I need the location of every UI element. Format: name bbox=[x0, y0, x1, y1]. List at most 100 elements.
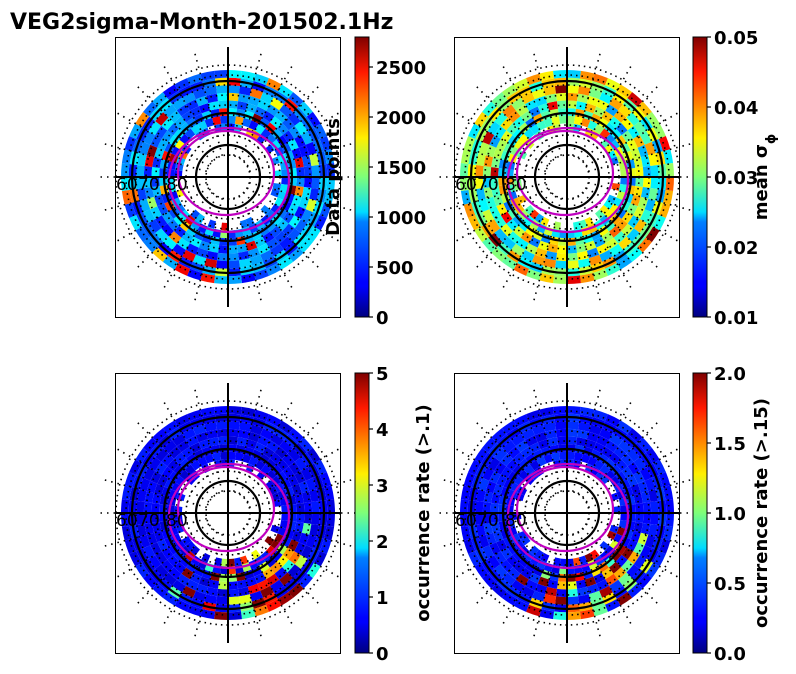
cell bbox=[665, 499, 674, 513]
cell bbox=[190, 545, 200, 556]
cell bbox=[511, 579, 525, 593]
cell bbox=[635, 513, 644, 523]
oval-outer bbox=[167, 462, 291, 570]
cell bbox=[482, 467, 495, 481]
cell bbox=[305, 534, 317, 549]
cell bbox=[282, 547, 295, 560]
lat-label: 70 bbox=[477, 511, 499, 531]
cell bbox=[529, 545, 539, 556]
cell bbox=[556, 252, 567, 262]
panel-occurrence-rate-0.1: 60 70 80 0 1 2 3 4 5 occurrence rate (>.1) bbox=[98, 364, 434, 665]
cell bbox=[294, 134, 306, 148]
cell bbox=[228, 596, 240, 605]
cell bbox=[648, 187, 658, 201]
cell bbox=[152, 157, 162, 169]
cell bbox=[460, 189, 472, 205]
cell bbox=[605, 573, 619, 586]
cell bbox=[567, 581, 577, 590]
cell bbox=[596, 579, 610, 591]
cell bbox=[190, 219, 202, 231]
cell bbox=[198, 240, 211, 251]
cell bbox=[298, 573, 313, 589]
cell bbox=[588, 254, 603, 266]
cell bbox=[171, 146, 182, 157]
cell bbox=[303, 166, 313, 177]
cell bbox=[163, 104, 177, 118]
cell bbox=[311, 177, 320, 189]
colorbar: 0 500 1000 1500 2000 2500 Data points bbox=[323, 36, 426, 329]
cell bbox=[618, 104, 632, 118]
cell bbox=[512, 225, 526, 238]
cell bbox=[228, 611, 242, 620]
cell bbox=[537, 240, 550, 251]
cell bbox=[176, 237, 190, 250]
cell bbox=[556, 92, 567, 102]
cell bbox=[172, 433, 186, 447]
cell bbox=[593, 106, 606, 118]
cell bbox=[167, 218, 180, 232]
cell bbox=[621, 130, 634, 143]
cell bbox=[148, 219, 162, 233]
cell bbox=[121, 499, 130, 513]
cell bbox=[208, 101, 220, 111]
cell bbox=[240, 70, 256, 82]
cell bbox=[642, 513, 652, 524]
cell bbox=[173, 561, 187, 574]
cell bbox=[254, 236, 267, 248]
cell bbox=[254, 442, 267, 454]
cell bbox=[534, 95, 548, 107]
lat-label: 80 bbox=[166, 511, 188, 531]
cell bbox=[281, 513, 290, 521]
colorbar-tick-label: 0.0 bbox=[714, 644, 746, 665]
cell bbox=[521, 249, 535, 262]
cell bbox=[537, 576, 550, 587]
cell bbox=[609, 97, 623, 111]
cell bbox=[260, 92, 274, 105]
cell bbox=[633, 134, 645, 148]
cell bbox=[618, 519, 628, 529]
cell bbox=[323, 525, 335, 541]
cell bbox=[555, 421, 567, 430]
cell bbox=[478, 198, 490, 213]
cell bbox=[460, 499, 469, 513]
colorbar: 0.01 0.02 0.03 0.04 0.05 mean σϕ bbox=[692, 28, 779, 329]
cell bbox=[460, 177, 469, 191]
cell bbox=[161, 117, 174, 131]
cell bbox=[545, 250, 558, 261]
cell bbox=[155, 551, 168, 565]
cell bbox=[137, 523, 147, 537]
cell bbox=[245, 439, 258, 450]
cell bbox=[241, 453, 252, 464]
cell bbox=[182, 92, 196, 105]
cell bbox=[228, 451, 236, 460]
cell bbox=[524, 243, 538, 255]
cell bbox=[161, 223, 174, 237]
cell bbox=[241, 117, 252, 128]
cell bbox=[567, 260, 579, 269]
cell bbox=[208, 437, 220, 447]
cell bbox=[482, 209, 495, 223]
cell bbox=[249, 424, 264, 436]
cell bbox=[507, 446, 521, 459]
cell bbox=[270, 188, 280, 198]
cell bbox=[650, 165, 659, 177]
cell bbox=[152, 92, 168, 107]
cell bbox=[595, 209, 605, 220]
cell bbox=[306, 562, 321, 579]
cell bbox=[298, 480, 310, 494]
cell bbox=[491, 92, 507, 107]
cell bbox=[579, 272, 595, 284]
cell bbox=[633, 219, 647, 233]
cell bbox=[143, 101, 158, 117]
cell bbox=[536, 120, 547, 131]
cell bbox=[136, 501, 145, 513]
cell bbox=[621, 211, 634, 224]
cell bbox=[300, 467, 313, 481]
cell bbox=[460, 485, 472, 501]
cell bbox=[579, 406, 595, 418]
cell bbox=[266, 78, 282, 91]
cell bbox=[662, 485, 674, 501]
cell bbox=[254, 572, 267, 584]
colorbar-label-sub: ϕ bbox=[764, 134, 779, 144]
